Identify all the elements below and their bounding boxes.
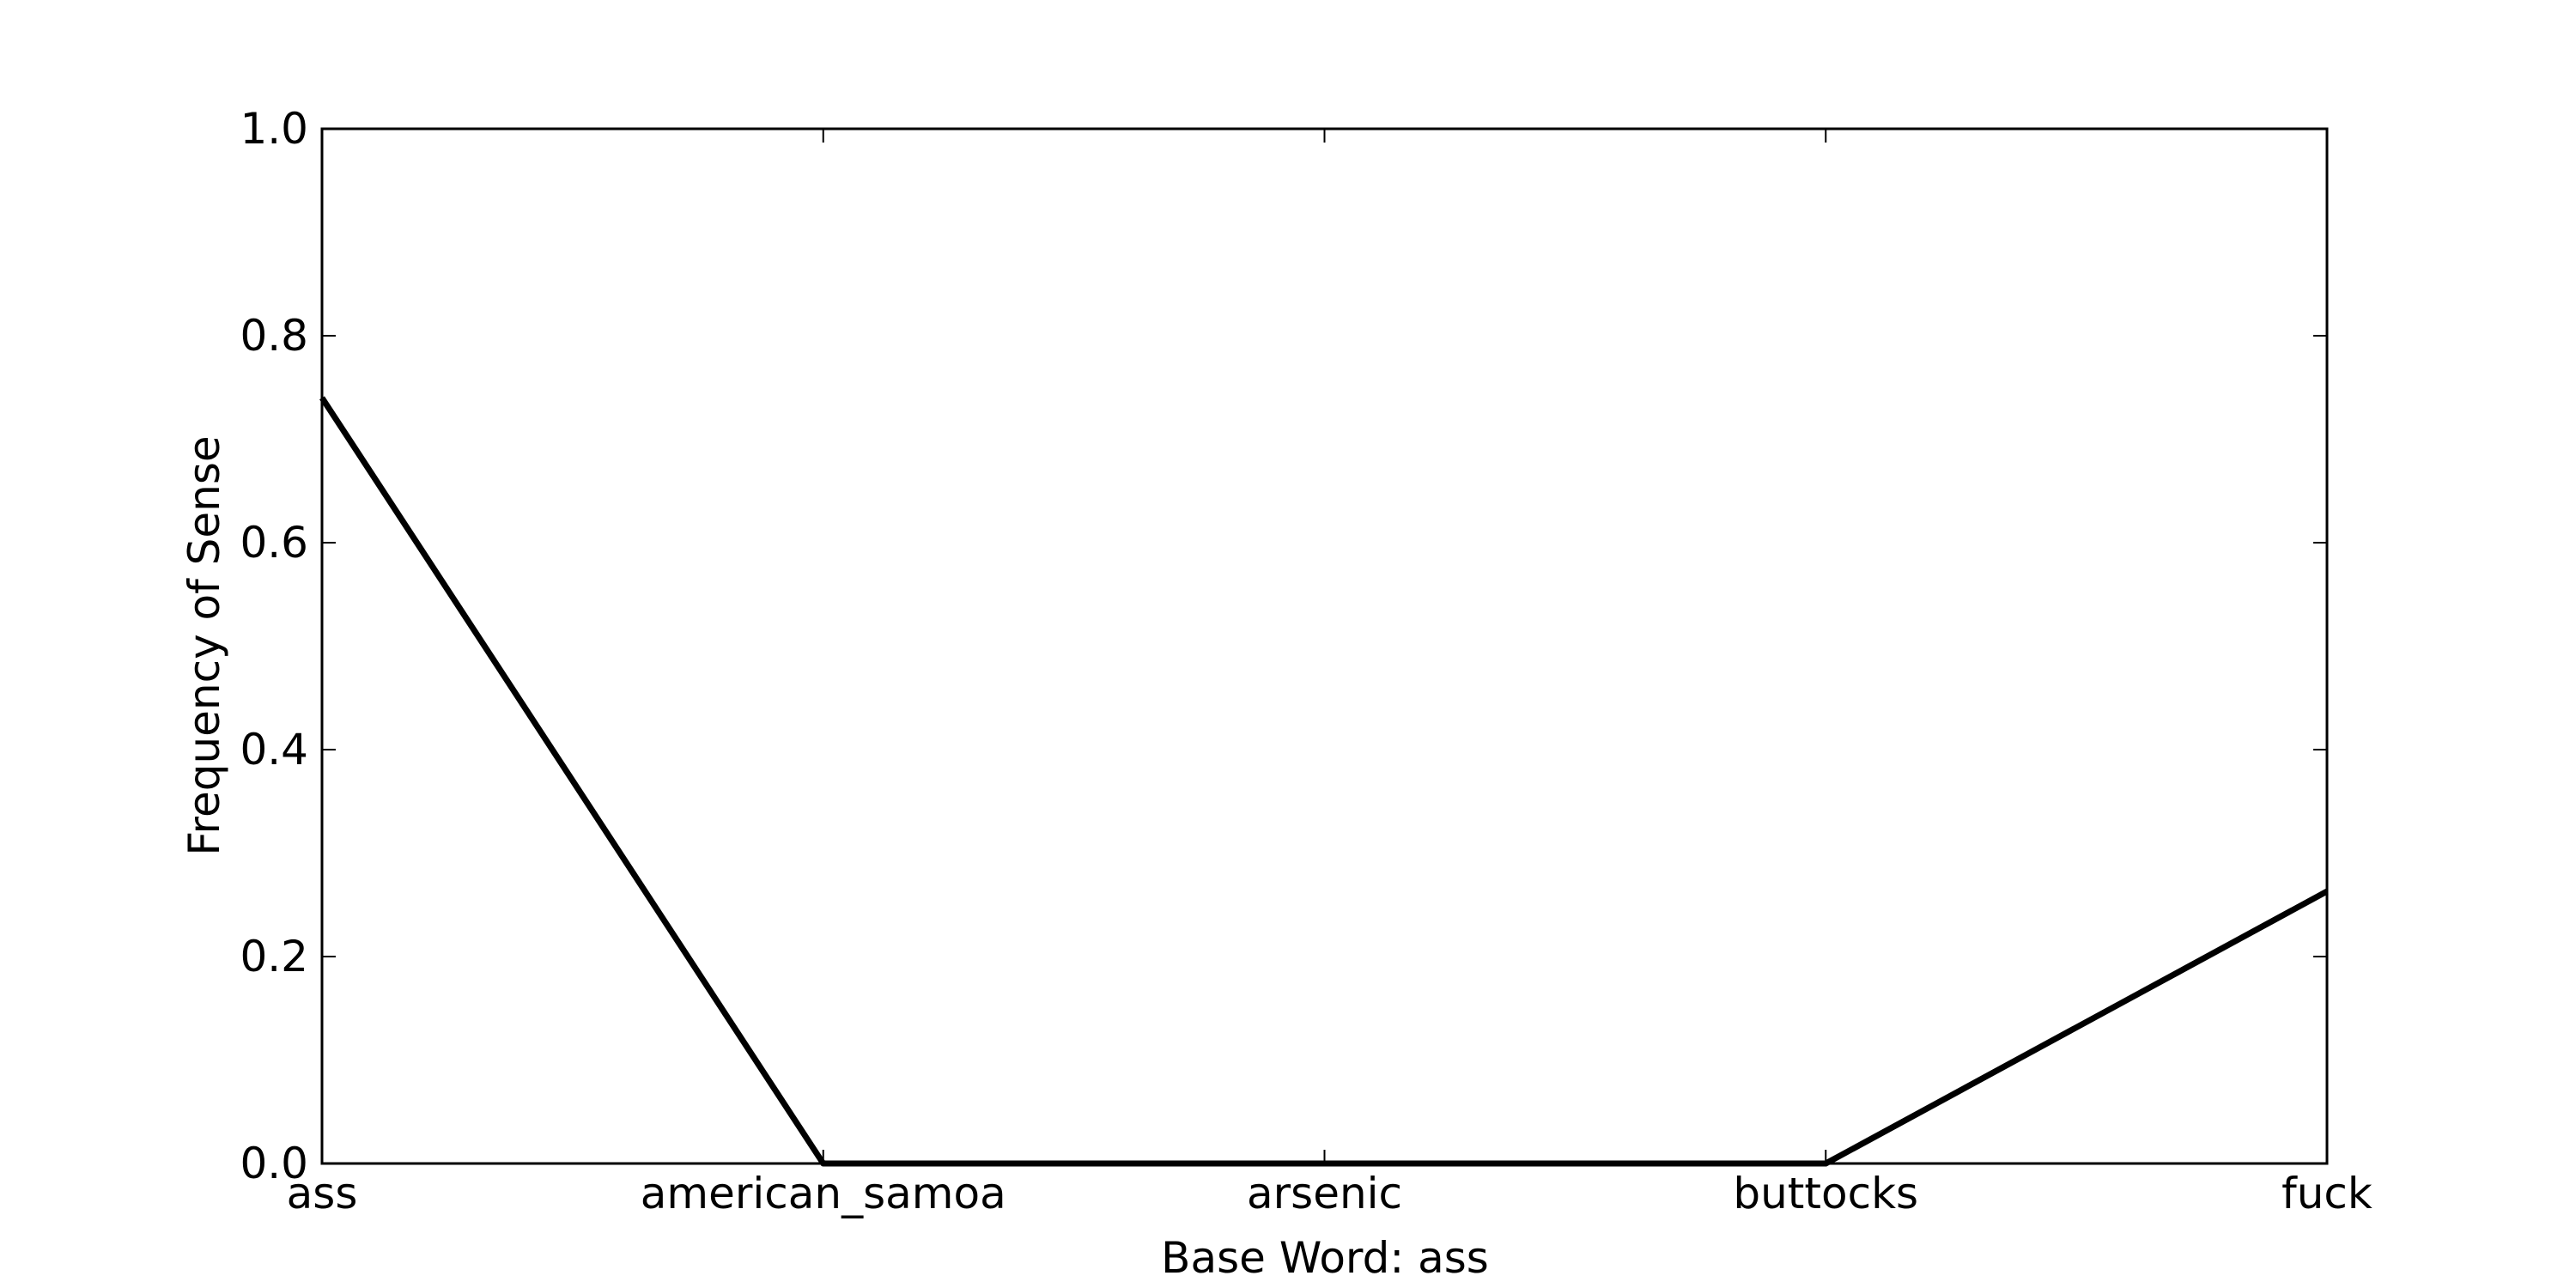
x-tick-label: buttocks (1733, 1169, 1918, 1218)
y-tick-label: 0.4 (240, 725, 308, 775)
x-axis-ticks: ass american_samoa arsenic buttocks fuck (287, 129, 2372, 1218)
y-axis-label: Frequency of Sense (179, 435, 229, 855)
x-tick-label: american_samoa (641, 1169, 1006, 1218)
y-axis-ticks: 0.0 0.2 0.4 0.6 0.8 1.0 (240, 104, 2327, 1188)
y-tick-label: 0.2 (240, 932, 308, 981)
x-tick-label: fuck (2281, 1169, 2372, 1218)
y-tick-label: 0.8 (240, 311, 308, 361)
y-tick-label: 0.6 (240, 518, 308, 568)
series-layer (319, 396, 2329, 1167)
x-tick-label: arsenic (1247, 1169, 1402, 1218)
x-tick-label: ass (287, 1169, 358, 1218)
plot-frame (320, 127, 2329, 1165)
series-line (319, 396, 2329, 1167)
x-axis-label: Base Word: ass (1161, 1233, 1489, 1283)
y-tick-label: 1.0 (240, 104, 308, 154)
y-tick-label: 0.0 (240, 1139, 308, 1188)
